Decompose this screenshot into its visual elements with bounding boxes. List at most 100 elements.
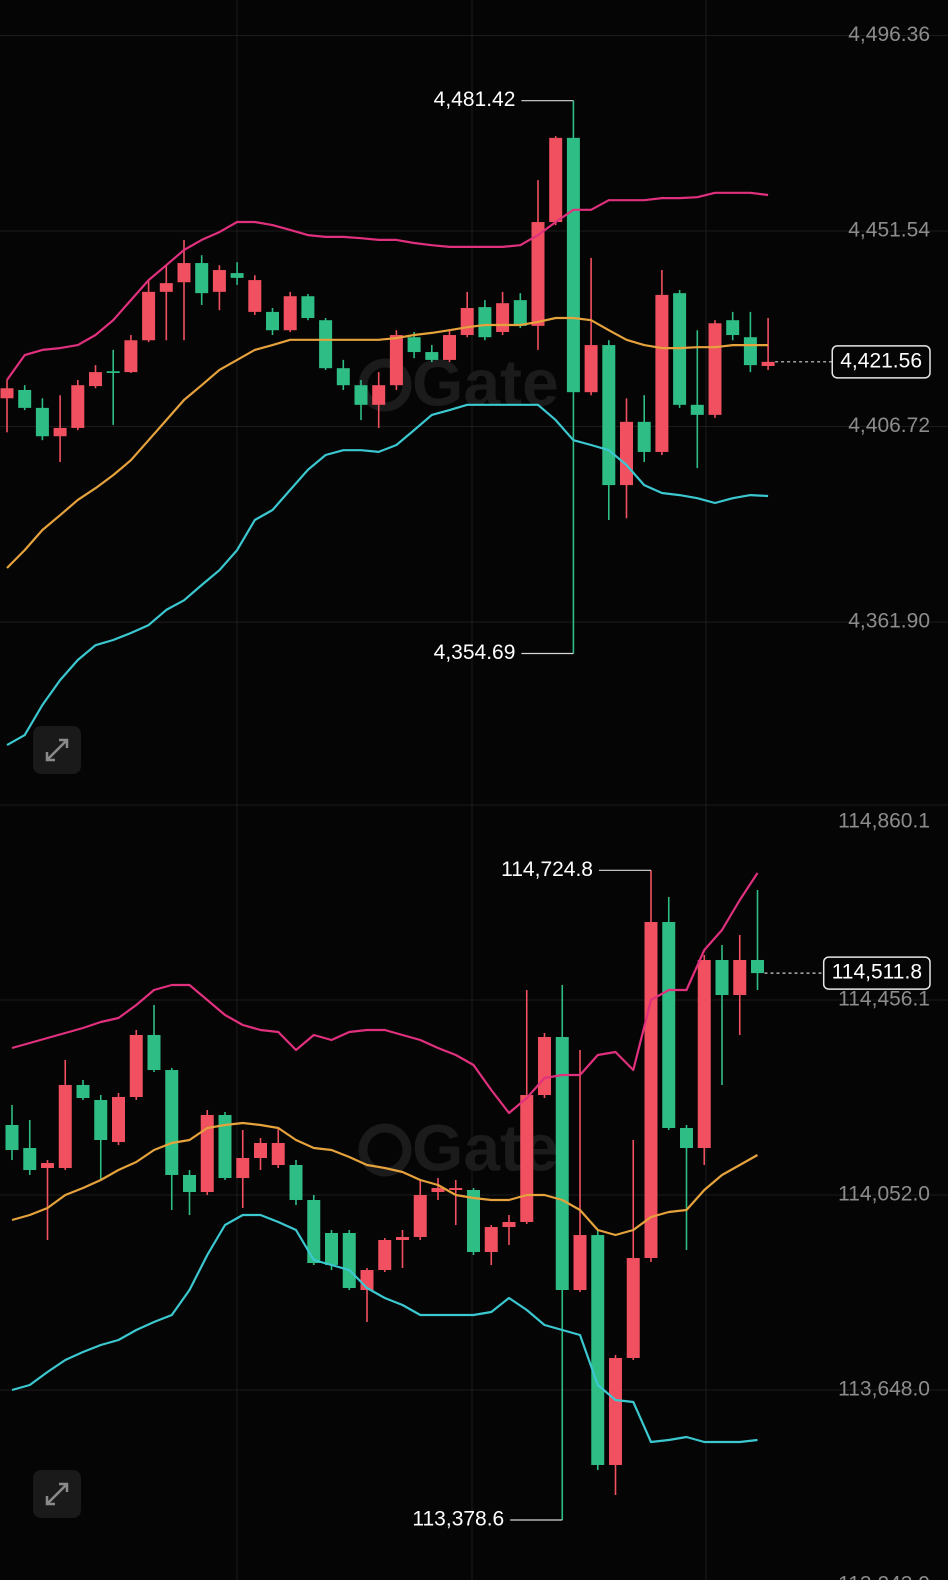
candle-body xyxy=(0,388,14,399)
candle-body xyxy=(195,263,209,294)
candle-body xyxy=(53,427,67,437)
y-tick-label: 114,052.0 xyxy=(838,1183,930,1206)
candle-body xyxy=(23,1148,37,1171)
candle-body xyxy=(301,296,315,319)
candle-body xyxy=(761,361,775,367)
candle-body xyxy=(644,922,658,1259)
candle-body xyxy=(342,1233,356,1289)
candle-body xyxy=(218,1115,232,1179)
candle-body xyxy=(200,1115,214,1193)
candle-body xyxy=(413,1195,427,1238)
y-tick-label: 113,648.0 xyxy=(838,1378,930,1401)
candle-body xyxy=(230,273,244,278)
candle-body xyxy=(407,337,421,353)
candle-body xyxy=(449,1188,463,1190)
expand-button[interactable] xyxy=(33,726,81,774)
candle-body xyxy=(248,280,262,312)
candle-body xyxy=(425,352,439,360)
candle-body xyxy=(751,959,764,974)
y-tick-label: 4,451.54 xyxy=(848,219,930,242)
extreme-label: 114,724.8 xyxy=(501,858,593,881)
last-price-label: 4,421.56 xyxy=(840,349,922,372)
candle-body xyxy=(538,1037,551,1096)
y-tick-label: 4,406.72 xyxy=(848,414,930,437)
candle-body xyxy=(5,1124,19,1150)
candle-body xyxy=(620,421,633,486)
candle-body xyxy=(354,385,368,405)
candle-body xyxy=(396,1237,409,1240)
candle-body xyxy=(502,1221,516,1228)
band-line xyxy=(6,316,769,569)
candle-body xyxy=(254,1142,267,1159)
candle-body xyxy=(496,303,510,332)
candle-body xyxy=(177,263,191,283)
candle-body xyxy=(271,1142,285,1166)
extreme-label: 113,378.6 xyxy=(412,1508,504,1531)
candle-body xyxy=(147,1034,161,1071)
candle-body xyxy=(549,137,563,223)
expand-button[interactable] xyxy=(33,1470,81,1518)
y-tick-label: 114,860.1 xyxy=(838,810,930,833)
candle-body xyxy=(655,294,669,452)
candle-body xyxy=(212,270,226,292)
candle-body xyxy=(484,1227,498,1253)
candle-body xyxy=(443,335,456,360)
candle-body xyxy=(266,311,279,331)
y-tick-label: 114,456.1 xyxy=(838,988,930,1011)
candle-body xyxy=(708,323,722,415)
watermark-logo xyxy=(358,1123,412,1177)
band-line xyxy=(6,403,769,747)
candle-body xyxy=(35,407,49,437)
candle-body xyxy=(680,1127,693,1149)
band-line xyxy=(6,191,769,381)
candle-body xyxy=(106,371,120,373)
candle-body xyxy=(159,283,173,292)
candle-body xyxy=(71,385,85,428)
candle-body xyxy=(289,1165,303,1200)
last-price-box xyxy=(831,345,931,379)
candle-body xyxy=(460,307,474,336)
candle-body xyxy=(697,959,711,1149)
candle-body xyxy=(637,421,651,452)
candle-body xyxy=(283,296,297,331)
candle-body xyxy=(431,1188,445,1193)
candle-body xyxy=(602,345,616,486)
candle-body xyxy=(566,137,580,393)
last-price-label: 114,511.8 xyxy=(832,961,922,984)
band-line xyxy=(11,1213,758,1444)
candle-body xyxy=(531,222,545,326)
candle-body xyxy=(662,922,676,1128)
candle-body xyxy=(743,337,757,366)
candle-body xyxy=(733,959,747,996)
candle-body xyxy=(165,1070,179,1175)
candle-body xyxy=(129,1034,143,1098)
candle-body xyxy=(520,1095,534,1222)
candle-body xyxy=(513,300,527,326)
y-tick-label: 4,496.36 xyxy=(848,23,930,46)
last-price-box xyxy=(822,956,931,990)
candle-body xyxy=(142,291,156,341)
y-tick-label: 4,361.90 xyxy=(848,610,930,633)
candle-body xyxy=(336,368,350,386)
plot-layer: 4,361.90 4,406.72 4,451.54 4,496.36 4,481.42… xyxy=(0,23,948,1580)
candle-body xyxy=(236,1158,250,1179)
candle-body xyxy=(94,1099,108,1141)
candle-body xyxy=(467,1190,480,1253)
candle-body xyxy=(626,1258,640,1358)
candle-body xyxy=(325,1233,338,1265)
candle-body xyxy=(89,372,102,387)
candle-body xyxy=(389,335,403,386)
candle-body xyxy=(58,1084,72,1168)
candle-body xyxy=(591,1235,605,1465)
extreme-label: 4,354.69 xyxy=(434,641,516,664)
candle-body xyxy=(76,1084,90,1099)
candle-body xyxy=(112,1097,125,1143)
watermark-text: Gate xyxy=(412,1110,559,1184)
band-line xyxy=(11,872,759,1115)
candle-body xyxy=(573,1235,587,1290)
extreme-label: 4,481.42 xyxy=(434,88,516,111)
candle-body xyxy=(18,390,32,408)
band-line xyxy=(11,1121,759,1237)
